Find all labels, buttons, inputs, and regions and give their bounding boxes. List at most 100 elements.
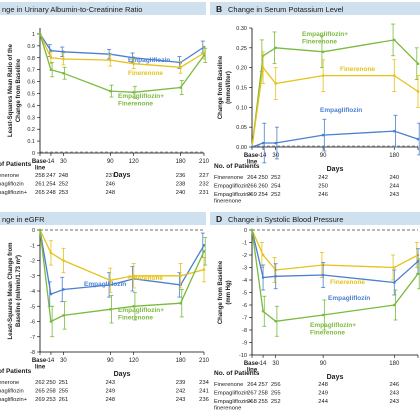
- data-point: [62, 259, 65, 262]
- patients-row-label: enerone: [0, 380, 19, 386]
- y-tick-label: 0: [32, 228, 35, 234]
- panel-header-bar: [210, 212, 420, 225]
- x-tick-label: 30: [272, 153, 279, 159]
- patients-count: 248: [318, 382, 328, 388]
- data-point: [392, 38, 396, 42]
- series-label: Empagliflozin: [128, 57, 170, 64]
- x-tick-label: 90: [107, 358, 114, 364]
- series-line: [251, 229, 419, 271]
- y-axis-label: Least-Squares Mean Change from: [8, 242, 14, 339]
- series-finerenone: Finerenone: [38, 228, 206, 293]
- patients-count: 250: [318, 184, 328, 190]
- data-point: [202, 243, 206, 247]
- data-point: [261, 276, 265, 279]
- series-line: [251, 130, 419, 148]
- x-tick-label: 180: [176, 159, 187, 165]
- y-tick-label: 1: [32, 32, 35, 38]
- y-tick-label: -1: [242, 241, 247, 247]
- patients-count: 250: [258, 175, 268, 181]
- patients-count: 255: [271, 391, 281, 397]
- patients-row-label: enerone: [0, 173, 19, 179]
- series-label: Empagliflozin+: [118, 93, 164, 100]
- x-tick-label: 14: [48, 159, 55, 165]
- data-point: [274, 82, 278, 85]
- data-point: [108, 308, 112, 311]
- patients-count: 258: [258, 391, 268, 397]
- x-tick-label: 210: [199, 159, 210, 165]
- data-point: [392, 281, 396, 284]
- y-tick-label: 0.9: [27, 44, 35, 50]
- data-point: [49, 56, 53, 60]
- x-tick-label: 120: [129, 159, 140, 165]
- series-line: [251, 39, 419, 148]
- y-axis-label: Change from Baseline: [218, 260, 224, 324]
- patients-count: 253: [46, 397, 56, 403]
- patients-count: 234: [199, 380, 209, 386]
- patients-row-label: Empagliflozin: [214, 391, 248, 397]
- series-label: Finerenone: [310, 330, 345, 337]
- patients-count: 255: [59, 389, 69, 395]
- x-tick-label: line: [35, 365, 46, 371]
- patients-table: of Patients enerone 262 250 251 243 239 234 pagl…: [0, 368, 210, 403]
- patients-count: 250: [46, 380, 56, 386]
- series-combination: Empagliflozin+Finerenone: [38, 228, 208, 338]
- data-point: [62, 314, 65, 317]
- data-point: [38, 228, 42, 232]
- data-point: [132, 90, 136, 94]
- x-tick-label: 90: [320, 361, 327, 367]
- patients-row-label: pagliflozin+: [0, 190, 28, 196]
- y-axis-label: Baseline (ml/min/1.73 m²): [15, 255, 22, 327]
- x-tick-label: Base-: [32, 358, 48, 364]
- x-tick-label: 14: [260, 153, 267, 159]
- y-tick-label: 0.1: [27, 139, 35, 145]
- patients-count: 251: [59, 380, 69, 386]
- data-point: [416, 272, 420, 276]
- patients-heading: No. of Patients: [214, 163, 260, 170]
- chart-panel-1: nge in Urinary Albumin-to-Creatinine Rat…: [0, 2, 210, 196]
- patients-count: 243: [389, 192, 399, 198]
- patients-count: 246: [389, 382, 399, 388]
- patients-count: 268: [247, 399, 257, 405]
- patients-row-label: pagliflozin+: [0, 397, 28, 403]
- data-point: [250, 145, 254, 149]
- panel-title: nge in eGFR: [2, 215, 45, 224]
- patients-count: 247: [46, 173, 56, 179]
- y-tick-label: 0.30: [236, 26, 247, 32]
- data-point: [62, 57, 65, 61]
- data-point: [179, 301, 182, 305]
- patients-row-label: pagliflozin: [0, 389, 24, 395]
- y-axis-label: Change from Baseline: [218, 55, 224, 119]
- patients-count: 254: [258, 192, 268, 198]
- patients-count: 264: [247, 382, 257, 388]
- y-tick-label: -8: [242, 328, 247, 334]
- patients-table: No. of Patients Finerenone 264 257 256 248 246…: [214, 370, 399, 412]
- x-tick-label: line: [247, 160, 258, 166]
- y-tick-label: 0.4: [27, 103, 35, 109]
- patients-count: 236: [176, 173, 186, 179]
- patients-count: 244: [389, 184, 399, 190]
- y-tick-label: -3: [30, 274, 35, 280]
- y-tick-label: -9: [242, 341, 247, 347]
- y-tick-label: 0.05: [236, 125, 247, 131]
- x-tick-label: 30: [60, 358, 67, 364]
- patients-count: 252: [271, 192, 281, 198]
- y-tick-label: -5: [242, 291, 247, 297]
- data-point: [202, 250, 206, 253]
- x-axis-label: Days: [114, 371, 131, 378]
- y-tick-label: 0: [32, 151, 35, 157]
- data-point: [108, 58, 112, 62]
- x-tick-label: 180: [176, 358, 187, 364]
- x-tick-label: 90: [320, 153, 327, 159]
- y-tick-label: -6: [242, 303, 247, 309]
- panel-title: nge in Urinary Albumin-to-Creatinine Rat…: [2, 5, 142, 14]
- data-point: [261, 141, 265, 145]
- data-point: [274, 141, 278, 145]
- patients-count: 244: [318, 399, 328, 405]
- patients-count: 257: [258, 382, 268, 388]
- patients-count: 231: [199, 190, 209, 196]
- data-point: [62, 71, 65, 75]
- data-point: [261, 66, 265, 69]
- patients-count: 264: [247, 175, 257, 181]
